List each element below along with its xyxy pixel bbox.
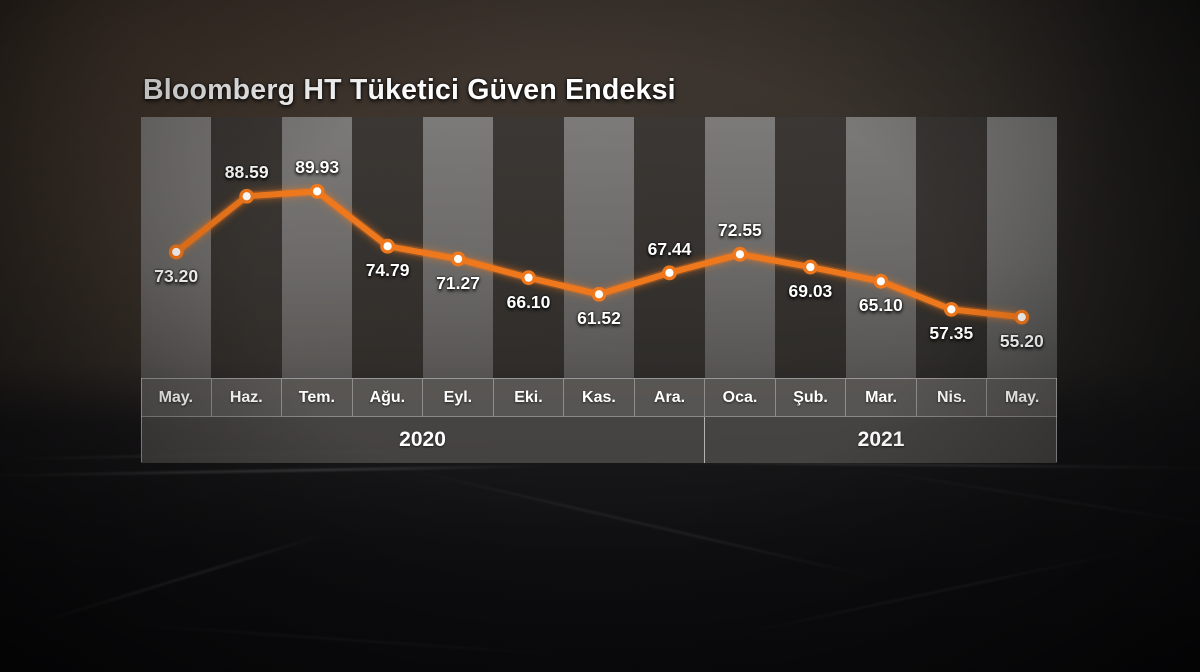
chart-title: Bloomberg HT Tüketici Güven Endeksi — [143, 74, 676, 106]
data-point[interactable] — [383, 242, 392, 251]
x-axis-month-label: Kas. — [564, 379, 635, 416]
x-axis-month-label: Nis. — [917, 379, 988, 416]
data-point[interactable] — [806, 262, 815, 272]
data-value-label: 65.10 — [858, 295, 903, 316]
axis-edge-right — [1056, 378, 1057, 462]
x-axis-month-label: Şub. — [776, 379, 847, 416]
axis-edge-left — [141, 378, 142, 462]
x-axis-month-labels: May. Haz. Tem. Ağu. Eyl. Eki. Kas. Ara. Oca. Şub.… — [141, 378, 1057, 416]
data-value-label: 72.55 — [717, 220, 762, 241]
data-value-label: 74.79 — [365, 260, 410, 281]
data-value-label: 69.03 — [788, 281, 833, 302]
data-value-label: 89.93 — [295, 157, 340, 178]
x-axis-month-label: Eki. — [494, 379, 565, 416]
streak — [390, 464, 906, 586]
streak — [30, 532, 330, 626]
x-axis-month-label: Mar. — [846, 379, 917, 416]
x-axis-month-label: Haz. — [212, 379, 283, 416]
data-point[interactable] — [947, 305, 956, 314]
data-point[interactable] — [242, 192, 251, 201]
data-point[interactable] — [735, 250, 745, 259]
data-value-label: 71.27 — [436, 273, 480, 293]
streak — [0, 465, 552, 478]
data-point[interactable] — [313, 187, 322, 196]
x-axis-year-label: 2021 — [857, 428, 905, 451]
data-value-label: 55.20 — [999, 331, 1044, 352]
x-axis-month-label: May. — [141, 379, 212, 416]
line-chart: 73.20 88.59 89.93 74.79 71.27 66.10 61.52 67.44… — [141, 117, 1058, 463]
data-value-label: 61.52 — [577, 308, 621, 329]
data-value-label: 66.10 — [506, 291, 551, 312]
streak — [96, 621, 576, 658]
data-value-label: 67.44 — [647, 238, 692, 259]
x-axis-month-label: Eyl. — [423, 379, 494, 416]
x-axis-month-label: Ara. — [635, 379, 706, 416]
data-value-label: 57.35 — [929, 323, 974, 344]
x-axis-month-label: Tem. — [282, 379, 353, 416]
data-point[interactable] — [594, 290, 604, 299]
data-point[interactable] — [524, 273, 533, 282]
x-axis-month-label: May. — [1004, 388, 1040, 406]
data-point[interactable] — [876, 277, 885, 286]
streak — [724, 546, 1148, 639]
data-point[interactable] — [453, 254, 463, 264]
data-value-label: 88.59 — [224, 162, 269, 183]
data-point[interactable] — [665, 268, 674, 277]
streak — [842, 465, 1200, 532]
chart-plot-area — [168, 183, 1030, 325]
data-point[interactable] — [172, 247, 181, 257]
data-value-label: 73.20 — [154, 266, 199, 286]
data-point[interactable] — [1017, 313, 1026, 322]
x-axis-month-label: Ağu. — [353, 379, 424, 416]
x-axis-year-label: 2020 — [141, 417, 706, 463]
x-axis-month-label: Oca. — [705, 379, 776, 416]
x-axis-year-labels: 2020 2021 — [141, 416, 1057, 463]
